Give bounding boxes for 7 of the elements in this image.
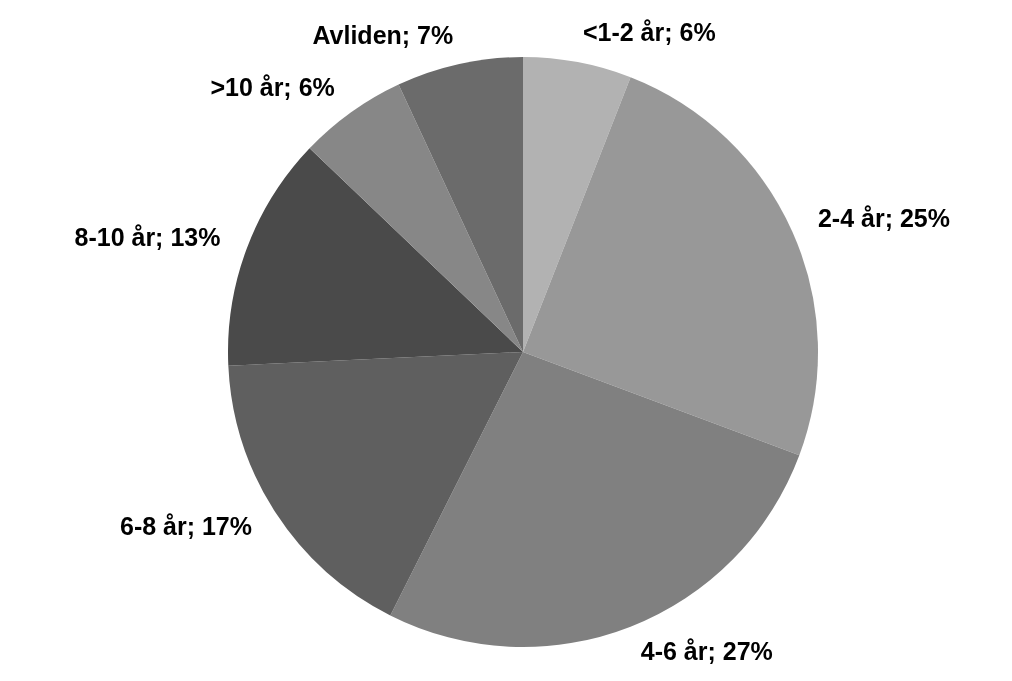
slice-label: >10 år; 6%: [210, 73, 335, 102]
slice-label: Avliden; 7%: [312, 20, 454, 49]
slice-label: 6-8 år; 17%: [119, 511, 253, 540]
slice-label: 8-10 år; 13%: [74, 222, 221, 251]
slice-label: 2-4 år; 25%: [817, 204, 950, 233]
slice-label: 4-6 år; 27%: [640, 636, 773, 665]
slice-label: <1-2 år; 6%: [582, 18, 716, 47]
